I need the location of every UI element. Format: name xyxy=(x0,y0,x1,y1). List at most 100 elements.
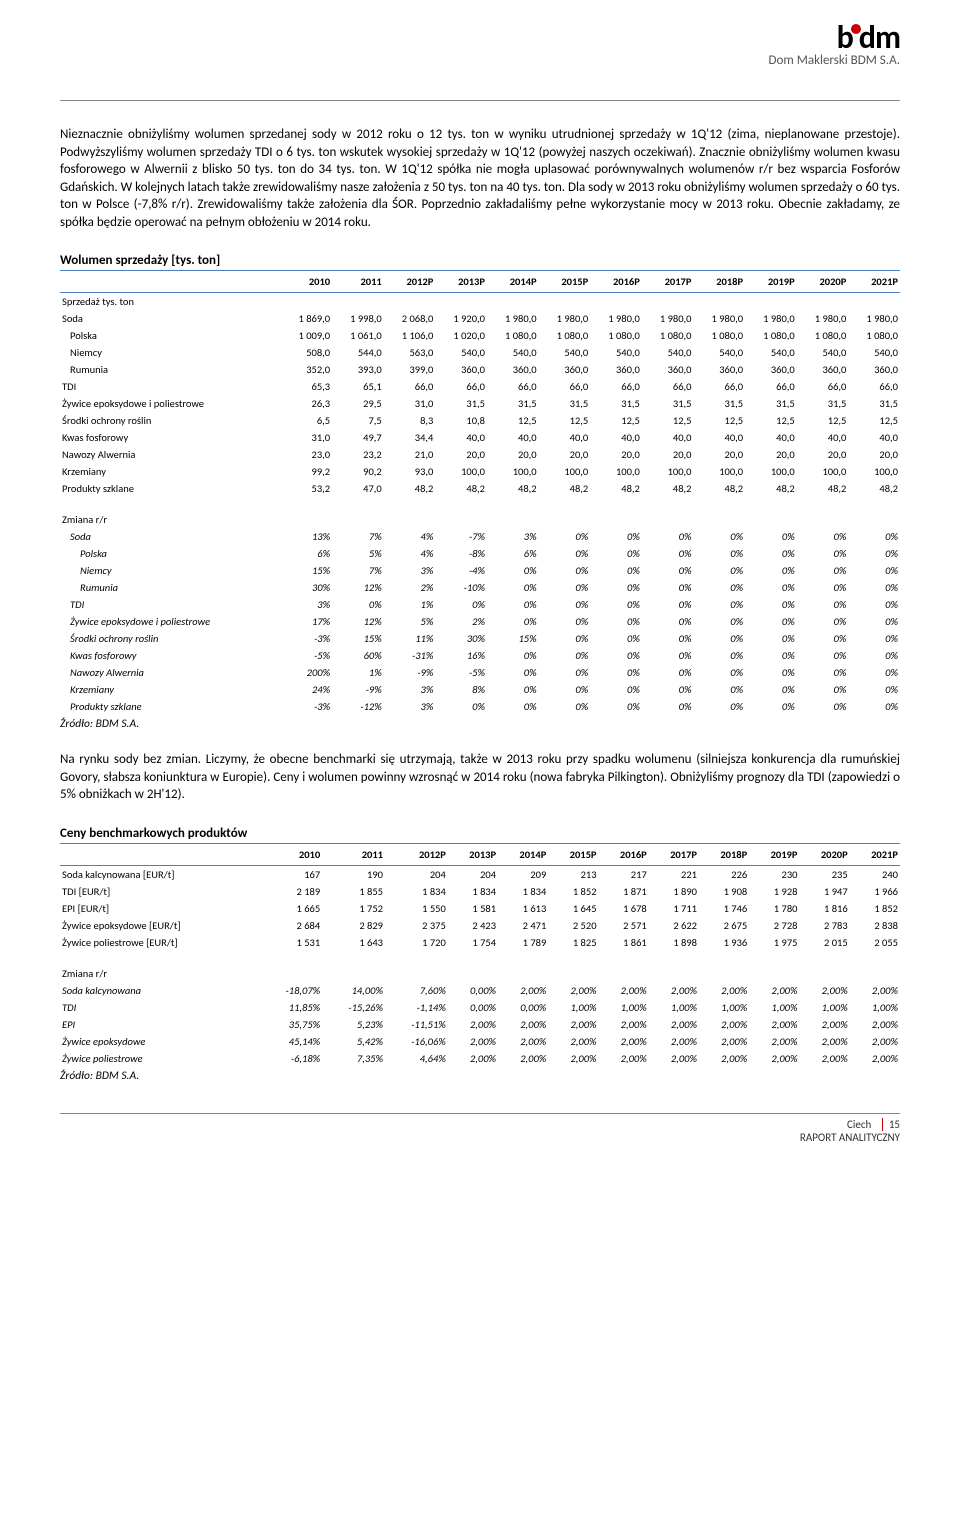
cell: 5,23% xyxy=(322,1016,385,1033)
cell: 100,0 xyxy=(590,463,642,480)
cell: 0% xyxy=(848,596,900,613)
cell: 0% xyxy=(693,664,745,681)
cell: 399,0 xyxy=(384,361,436,378)
cell: 4% xyxy=(384,528,436,545)
row-label: Niemcy xyxy=(60,562,280,579)
cell: 1 834 xyxy=(385,883,448,900)
cell: -11,51% xyxy=(385,1016,448,1033)
cell: -3% xyxy=(280,698,332,715)
cell: 0% xyxy=(693,545,745,562)
cell: 20,0 xyxy=(487,446,539,463)
cell: 1 816 xyxy=(799,900,849,917)
cell: 1 898 xyxy=(649,934,699,951)
cell: 0% xyxy=(745,596,797,613)
table-row: EPI [EUR/t]1 6651 7521 5501 5811 6131 64… xyxy=(60,900,900,917)
table-row: TDI [EUR/t]2 1891 8551 8341 8341 8341 85… xyxy=(60,883,900,900)
cell: 23,2 xyxy=(332,446,384,463)
row-label: Krzemiany xyxy=(60,463,280,480)
cell: 1 980,0 xyxy=(745,310,797,327)
cell: 0% xyxy=(642,596,694,613)
table-row: Nawozy Alwernia23,023,221,020,020,020,02… xyxy=(60,446,900,463)
cell: 1,00% xyxy=(749,999,799,1016)
col-year: 2015P xyxy=(548,843,598,865)
cell: 0% xyxy=(745,528,797,545)
change-head: Zmiana r/r xyxy=(60,965,900,982)
cell: 1 980,0 xyxy=(642,310,694,327)
cell: 0,00% xyxy=(498,999,548,1016)
cell: 2,00% xyxy=(498,982,548,999)
cell: 1 890 xyxy=(649,883,699,900)
cell: 1 855 xyxy=(322,883,385,900)
cell: 0% xyxy=(745,613,797,630)
cell: 2 055 xyxy=(850,934,900,951)
cell: 0% xyxy=(539,562,591,579)
cell: 20,0 xyxy=(848,446,900,463)
cell: 100,0 xyxy=(487,463,539,480)
cell: 1 643 xyxy=(322,934,385,951)
cell: 31,5 xyxy=(693,395,745,412)
cell: -6,18% xyxy=(259,1050,322,1067)
footer-company: Ciech xyxy=(847,1118,871,1131)
cell: 0% xyxy=(745,630,797,647)
cell: 2,00% xyxy=(699,982,749,999)
cell: 2,00% xyxy=(649,1016,699,1033)
cell: 0% xyxy=(487,579,539,596)
cell: 0% xyxy=(745,579,797,596)
cell: 1 936 xyxy=(699,934,749,951)
cell: 217 xyxy=(599,865,649,883)
col-year: 2014P xyxy=(498,843,548,865)
cell: 48,2 xyxy=(642,480,694,497)
cell: 204 xyxy=(448,865,498,883)
cell: 0% xyxy=(797,681,849,698)
cell: 0% xyxy=(590,630,642,647)
cell: 0% xyxy=(848,528,900,545)
cell: 0% xyxy=(693,613,745,630)
row-label: Żywice poliestrowe [EUR/t] xyxy=(60,934,259,951)
cell: 563,0 xyxy=(384,344,436,361)
cell: 12,5 xyxy=(642,412,694,429)
cell: 100,0 xyxy=(642,463,694,480)
paragraph-2: Na rynku sody bez zmian. Liczymy, że obe… xyxy=(60,751,900,804)
row-label: Krzemiany xyxy=(60,681,280,698)
table-row: Niemcy508,0544,0563,0540,0540,0540,0540,… xyxy=(60,344,900,361)
table-row: Soda1 869,01 998,02 068,01 920,01 980,01… xyxy=(60,310,900,327)
table-row: Środki ochrony roślin6,57,58,310,812,512… xyxy=(60,412,900,429)
cell: 1 711 xyxy=(649,900,699,917)
cell: 190 xyxy=(322,865,385,883)
cell: 2,00% xyxy=(799,982,849,999)
cell: 12,5 xyxy=(539,412,591,429)
cell: 0% xyxy=(487,562,539,579)
cell: 2,00% xyxy=(649,982,699,999)
cell: 48,2 xyxy=(693,480,745,497)
cell: 0% xyxy=(590,698,642,715)
col-year: 2015P xyxy=(539,271,591,293)
cell: 1,00% xyxy=(799,999,849,1016)
cell: 0% xyxy=(332,596,384,613)
cell: 6% xyxy=(487,545,539,562)
cell: 0% xyxy=(539,596,591,613)
cell: 2 622 xyxy=(649,917,699,934)
table-row: TDI11,85%-15,26%-1,14%0,00%0,00%1,00%1,0… xyxy=(60,999,900,1016)
cell: 2 520 xyxy=(548,917,598,934)
cell: 2,00% xyxy=(749,982,799,999)
paragraph-1: Nieznacznie obniżyliśmy wolumen sprzedan… xyxy=(60,126,900,231)
cell: 1 825 xyxy=(548,934,598,951)
cell: -12% xyxy=(332,698,384,715)
table-row: Rumunia352,0393,0399,0360,0360,0360,0360… xyxy=(60,361,900,378)
logo-subtitle: Dom Maklerski BDM S.A. xyxy=(769,53,900,68)
cell: 0% xyxy=(487,613,539,630)
row-label: EPI [EUR/t] xyxy=(60,900,259,917)
cell: 65,1 xyxy=(332,378,384,395)
cell: 2,00% xyxy=(749,1033,799,1050)
change-head: Zmiana r/r xyxy=(60,511,900,528)
col-year: 2017P xyxy=(642,271,694,293)
cell: 0,00% xyxy=(448,982,498,999)
cell: 2,00% xyxy=(850,1016,900,1033)
cell: 0% xyxy=(797,630,849,647)
cell: 0% xyxy=(848,545,900,562)
cell: 0% xyxy=(797,698,849,715)
cell: 20,0 xyxy=(797,446,849,463)
cell: 7,60% xyxy=(385,982,448,999)
cell: 3% xyxy=(384,562,436,579)
cell: 1 852 xyxy=(548,883,598,900)
